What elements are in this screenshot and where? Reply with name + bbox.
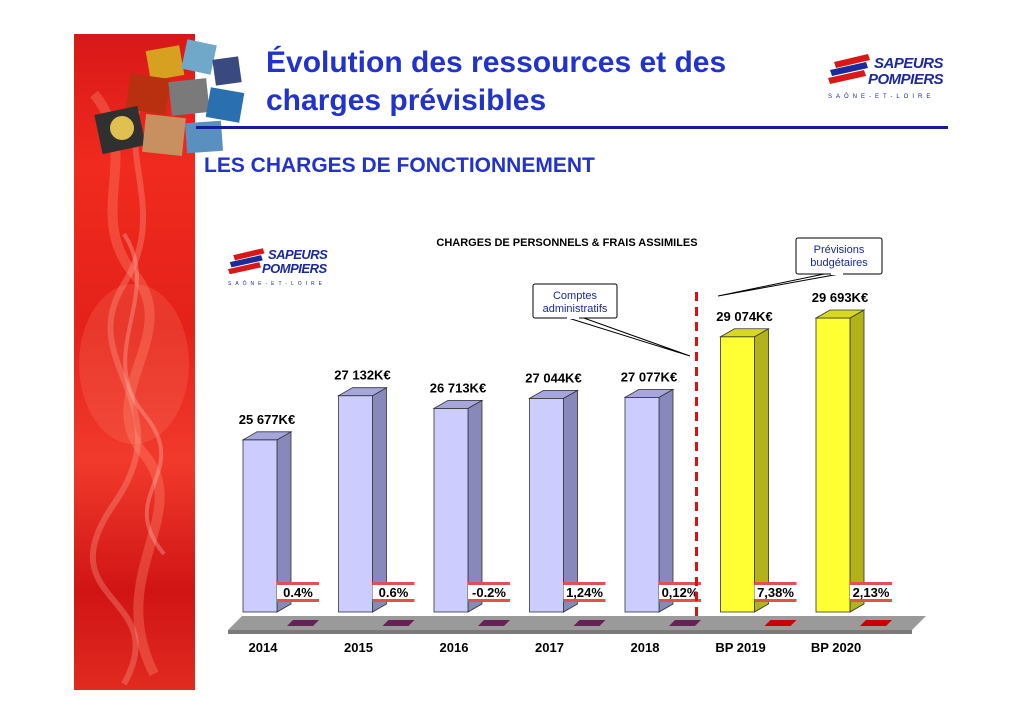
bar-top [241,431,293,441]
bar-side [372,386,387,613]
floor-marker [478,620,510,626]
bar-side [658,388,674,613]
growth-label-bg [754,582,797,602]
growth-label-stripe [277,582,319,585]
growth-label-bg [563,582,606,602]
value-label: 27 077K€ [621,369,677,384]
growth-label-stripe [563,582,606,585]
smoke-decoration [79,72,189,686]
floor-marker [764,620,797,626]
growth-label-bg [659,582,701,602]
category-label: BP 2019 [715,640,765,655]
bar [720,336,755,613]
bar [815,317,851,613]
chart-floor-edge [228,630,912,634]
category-label: BP 2020 [811,640,861,655]
growth-label-bg [468,582,510,602]
callout-actual-text: Comptes [553,290,598,302]
category-label: 2017 [535,640,564,655]
callout-forecast-text: Prévisions [814,244,865,256]
chart-logo: SAPEURS POMPIERS SAÔNE-ET-LOIRE [228,248,328,290]
value-label: 29 693K€ [812,290,868,305]
page-title: Évolution des ressources et des charges … [266,44,726,120]
floor-marker [287,620,319,626]
growth-label-stripe [277,599,319,602]
growth-label-stripe [659,599,701,602]
chart-title: CHARGES DE PERSONNELS & FRAIS ASSIMILES [436,237,697,249]
bar-side [849,309,865,613]
growth-label-stripe [563,599,606,602]
bar-side [754,328,769,613]
value-label: 27 132K€ [334,368,390,383]
growth-label: 2,13% [853,585,890,600]
growth-label: 0,12% [662,585,699,600]
value-label: 27 044K€ [525,370,581,385]
chart-bars-layer [241,309,866,613]
bar-top [623,388,675,398]
page-title-line1: Évolution des ressources et des [266,46,727,79]
header-logo: SAPEURS POMPIERS SAÔNE-ET-LOIRE [828,54,944,104]
bar-top [718,328,771,338]
callout-actual-text: administratifs [543,303,608,315]
growth-label-bg [277,582,319,602]
bar-top [432,399,484,409]
bar [624,396,660,613]
bar [242,439,278,613]
bar [433,407,469,613]
growth-label-stripe [659,582,701,585]
category-label: 2016 [440,640,469,655]
floor-marker [669,620,701,626]
bar-top [336,387,389,397]
growth-label-stripe [372,582,415,585]
section-heading: LES CHARGES DE FONCTIONNEMENT [204,154,595,177]
category-label: 2015 [344,640,373,655]
chart-logo-line2: POMPIERS [262,261,327,276]
title-rule [196,126,948,129]
chart-logo-flag-icon [228,248,265,275]
floor-marker [860,620,892,626]
category-label: 2018 [631,640,660,655]
bar [529,397,564,613]
bar-side [467,399,483,613]
growth-label-stripe [850,599,892,602]
value-label: 26 713K€ [430,380,486,395]
callout-actual-pointer [564,316,691,357]
chart-logo-subtitle: SAÔNE-ET-LOIRE [228,281,326,287]
growth-label-stripe [372,599,415,602]
growth-label: 0.4% [283,585,313,600]
growth-label-stripe [850,582,892,585]
growth-label-bg [850,582,892,602]
growth-label-stripe [754,599,797,602]
chart-labels-layer: 25 677K€ 0.4% 2014 27 132K€ 0.6% 2015 26 713K€… [239,290,892,655]
value-label: 29 074K€ [716,309,772,324]
logo-line1: SAPEURS [874,55,944,72]
growth-label: 0.6% [379,585,409,600]
growth-label-bg [372,582,415,602]
value-label: 25 677K€ [239,412,295,427]
bar-top [527,389,580,399]
growth-label-stripe [468,599,510,602]
page-title-line2: charges prévisibles [266,84,547,117]
floor-marker [573,620,606,626]
logo-line2: POMPIERS [868,71,944,88]
bar-top [814,309,866,319]
floor-marker [382,620,415,626]
callout-forecast-text: budgétaires [810,257,868,269]
chart-logo-line1: SAPEURS [268,247,328,262]
logo-subtitle: SAÔNE-ET-LOIRE [828,94,935,100]
bar [338,395,373,613]
logo-flag-icon [828,54,870,84]
growth-label: -0.2% [472,585,506,600]
growth-label-stripe [754,582,797,585]
bar-side [563,389,578,613]
chart-floor-layer [228,616,926,634]
category-label: 2014 [249,640,279,655]
growth-label-stripe [468,582,510,585]
growth-label: 1,24% [566,585,603,600]
growth-label: 7,38% [757,585,794,600]
